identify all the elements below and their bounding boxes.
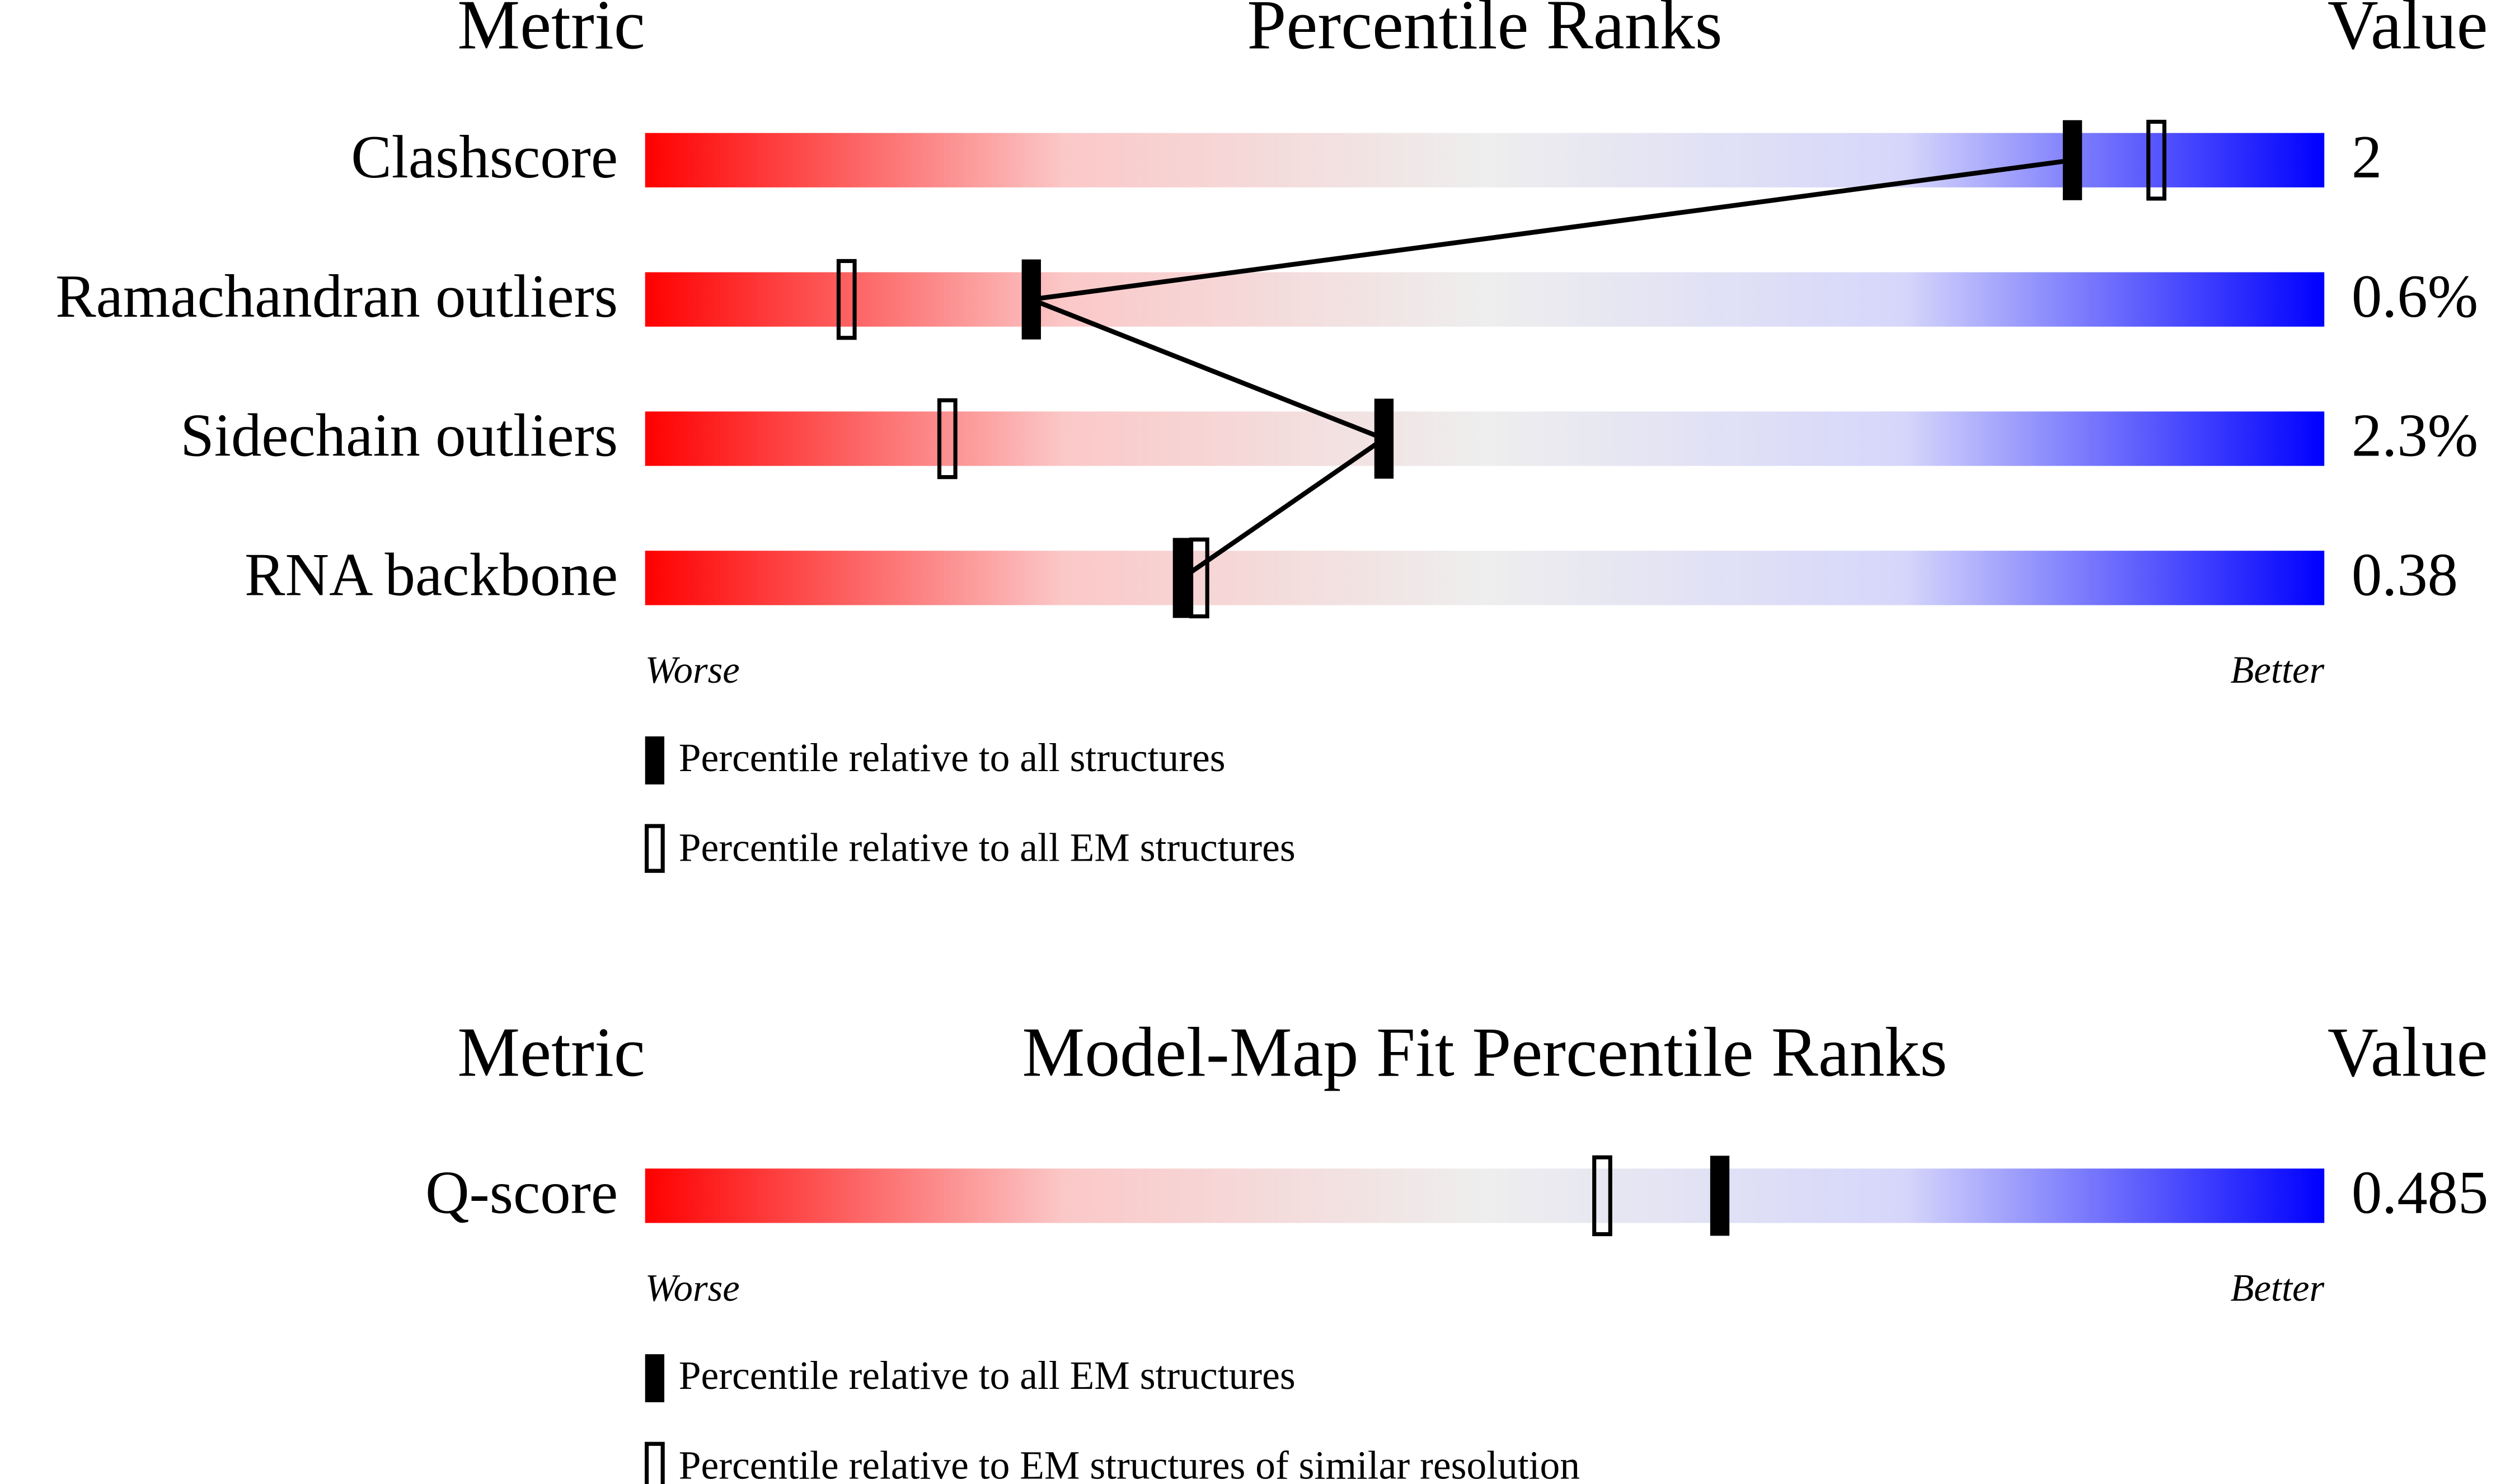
axis-end-label: Worse (645, 649, 740, 691)
percentile-marker-open (937, 398, 958, 480)
legend-swatch (645, 1354, 665, 1402)
percentile-marker-open (2146, 120, 2167, 201)
metric-label: RNA backbone (245, 541, 618, 608)
percentile-marker (1710, 1156, 1730, 1236)
chart-title: Model-Map Fit Percentile Ranks (1022, 1014, 1947, 1092)
percentile-marker (1021, 259, 1041, 340)
slider-bar (645, 411, 2325, 466)
axis-end-label: Better (2231, 1266, 2325, 1309)
metric-label: Ramachandran outliers (55, 262, 618, 330)
metric-label: Sidechain outliers (180, 402, 618, 469)
chart-title: Percentile Ranks (1247, 0, 1722, 64)
percentile-marker (1374, 398, 1394, 479)
metric-label: Clashscore (351, 123, 618, 191)
legend-swatch (644, 1441, 665, 1484)
legend-label: Percentile relative to all EM structures (679, 825, 1296, 870)
column-header: Value (2328, 0, 2488, 64)
percentile-marker (2062, 120, 2082, 200)
column-header: Metric (457, 1014, 645, 1092)
percentile-marker-open (836, 259, 857, 340)
metric-label: Q-score (425, 1159, 618, 1227)
legend-label: Percentile relative to all structures (679, 736, 1226, 780)
column-header: Metric (457, 0, 645, 64)
metric-value: 0.38 (2352, 541, 2458, 608)
slider-bar (645, 1168, 2325, 1223)
legend-swatch (645, 736, 665, 785)
percentile-marker-open (1592, 1155, 1612, 1237)
connector-line (1021, 158, 2073, 580)
slider-bar (645, 551, 2325, 605)
legend-swatch (644, 824, 665, 873)
metric-value: 2.3% (2352, 402, 2478, 469)
slider-bar (645, 272, 2325, 327)
legend-label: Percentile relative to all EM structures (679, 1354, 1296, 1398)
axis-end-label: Worse (645, 1266, 740, 1309)
metric-value: 0.485 (2352, 1159, 2489, 1227)
axis-end-label: Better (2231, 649, 2325, 691)
legend-label: Percentile relative to EM structures of … (679, 1443, 1580, 1484)
percentile-marker (1172, 538, 1193, 618)
metric-value: 2 (2352, 123, 2382, 191)
metric-value: 0.6% (2352, 262, 2478, 330)
slider-bar (645, 133, 2325, 187)
column-header: Value (2328, 1014, 2488, 1092)
